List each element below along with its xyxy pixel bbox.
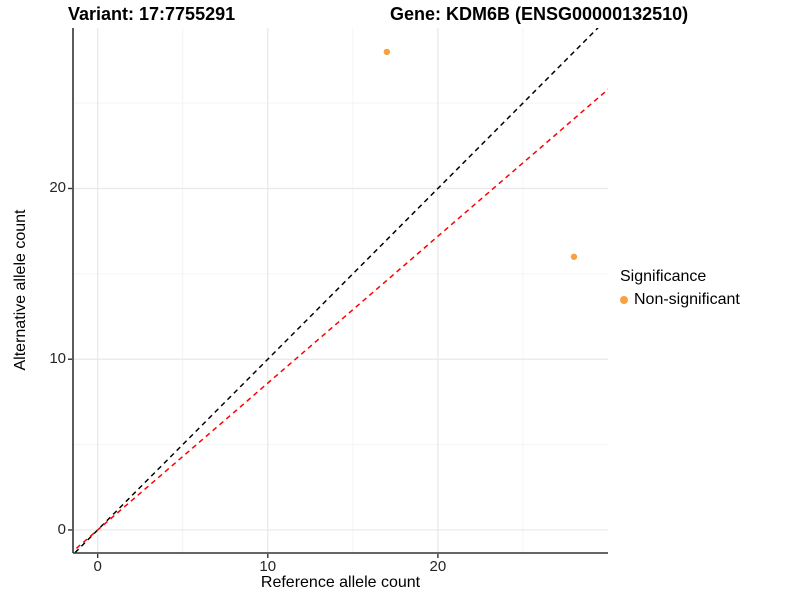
y-axis-title: Alternative allele count: [12, 209, 29, 371]
legend-title: Significance: [620, 268, 707, 285]
x-axis-title: Reference allele count: [260, 574, 421, 591]
y-tick-label: 0: [57, 520, 66, 538]
expected-ratio-line: [73, 88, 608, 553]
legend-item: Non-significant: [620, 291, 740, 309]
y-tick-label: 10: [49, 350, 66, 368]
x-tick-label: 10: [259, 558, 277, 575]
legend-item-label: Non-significant: [634, 291, 740, 308]
x-tick-label: 0: [93, 558, 102, 575]
point-swatch-icon: [620, 296, 628, 304]
legend: Significance Non-significant: [620, 268, 740, 309]
identity-line: [73, 28, 599, 553]
gene-title: Gene: KDM6B (ENSG00000132510): [390, 4, 689, 24]
y-tick-label: 20: [49, 179, 66, 197]
data-point: [383, 48, 391, 56]
x-tick-label: 20: [429, 558, 447, 575]
data-point: [570, 253, 578, 260]
variant-title: Variant: 17:7755291: [68, 4, 236, 24]
